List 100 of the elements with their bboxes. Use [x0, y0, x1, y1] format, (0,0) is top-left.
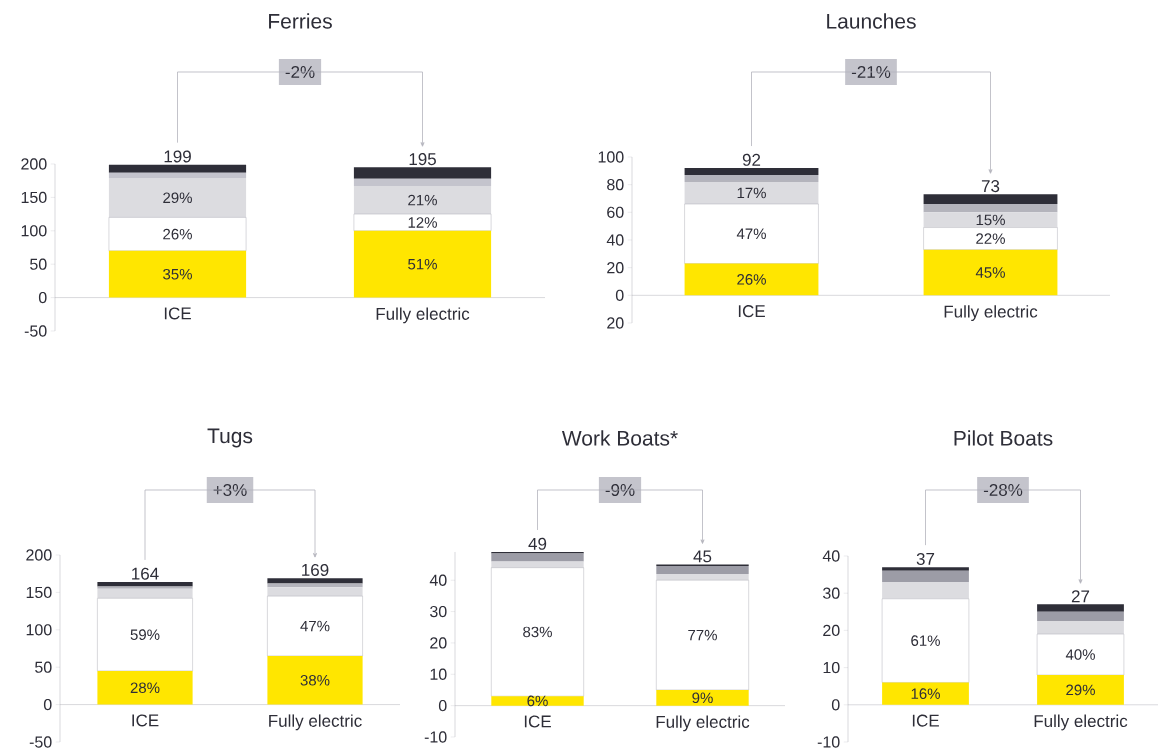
bar — [882, 582, 969, 599]
bar — [1037, 675, 1124, 705]
annotation: 26% — [737, 274, 766, 285]
y-tick-label: 30 — [430, 605, 447, 618]
bar — [97, 581, 193, 587]
y-tick-label: 150 — [26, 586, 52, 599]
annotation: 17% — [737, 187, 766, 199]
x-tick-label: Fully electric — [1034, 714, 1128, 731]
text: -28% — [983, 483, 1023, 497]
y-tick-label: 30 — [823, 587, 840, 599]
y-tick-label: 0 — [38, 291, 47, 304]
total-label: 73 — [981, 180, 1000, 193]
bar — [108, 172, 247, 179]
y-tick-label: 0 — [438, 699, 447, 712]
y-tick-label: 10 — [430, 668, 447, 680]
y-tick-label: 0 — [831, 699, 840, 711]
bar — [267, 583, 363, 588]
bar — [108, 250, 247, 298]
x-tick-label: ICE — [738, 305, 765, 318]
bar — [923, 249, 1058, 296]
annotation: 59% — [130, 629, 160, 640]
bar — [491, 696, 584, 706]
x-tick-label: ICE — [164, 307, 191, 320]
y-tick-label: 100 — [598, 151, 624, 163]
bar — [97, 586, 193, 589]
chart-title: Ferries — [269, 13, 332, 29]
total-label: 169 — [302, 563, 329, 576]
y-tick-label: 20 — [607, 317, 624, 329]
y-tick-label: 0 — [43, 698, 52, 711]
y-tick-label: 80 — [607, 179, 624, 191]
annotation: 47% — [736, 228, 766, 240]
total-label: 37 — [916, 552, 935, 565]
y-tick-label: 50 — [35, 661, 52, 673]
bar — [923, 227, 1058, 250]
y-tick-label: 10 — [823, 661, 840, 674]
y-tick-label: -50 — [24, 325, 47, 337]
total-label: 199 — [164, 150, 191, 163]
y-tick-label: -50 — [29, 736, 52, 748]
bar — [881, 598, 970, 683]
x-tick-label: ICE — [524, 715, 551, 728]
bar — [108, 164, 247, 173]
x-tick-label: Fully electric — [376, 307, 470, 324]
total-label: 92 — [742, 153, 761, 166]
y-tick-label: 150 — [21, 191, 47, 204]
bar — [267, 655, 363, 705]
annotation: 83% — [523, 626, 552, 638]
chart-title: Launches — [827, 13, 916, 29]
y-tick-label: 50 — [30, 258, 47, 270]
y-tick-label: 200 — [21, 158, 47, 170]
annotation: 6% — [527, 695, 548, 707]
y-tick-label: -10 — [817, 736, 840, 748]
x-tick-label: Fully electric — [269, 714, 362, 731]
annotation: 29% — [1066, 684, 1095, 696]
bar — [108, 178, 247, 218]
x-tick-label: ICE — [132, 714, 159, 727]
bar — [656, 689, 749, 706]
bar — [923, 204, 1058, 213]
annotation: 77% — [688, 629, 717, 641]
annotation: 28% — [130, 682, 160, 694]
x-tick-label: Fully electric — [944, 305, 1038, 321]
bar — [1037, 621, 1124, 635]
y-tick-label: 40 — [606, 234, 624, 246]
bar — [108, 217, 247, 252]
bar — [353, 230, 492, 298]
y-tick-label: 20 — [430, 637, 447, 649]
bar — [491, 567, 584, 697]
bar — [684, 168, 819, 175]
y-tick-label: 40 — [429, 574, 447, 586]
annotation: 21% — [408, 194, 437, 206]
bar — [684, 181, 819, 205]
bar — [1037, 604, 1124, 612]
annotation: 22% — [976, 233, 1005, 244]
bar — [684, 263, 819, 296]
bar — [656, 573, 749, 581]
total-label: 195 — [409, 153, 436, 166]
text: -9% — [605, 483, 635, 497]
chart-title: Pilot Boats — [954, 430, 1053, 446]
bar — [97, 598, 193, 672]
bar — [353, 213, 492, 231]
y-tick-label: 40 — [822, 550, 840, 562]
annotation: 61% — [911, 635, 940, 646]
total-label: 27 — [1071, 590, 1090, 603]
text: +3% — [213, 483, 247, 497]
annotation: 45% — [975, 267, 1005, 278]
annotation: 29% — [163, 192, 192, 204]
chart-title: Work Boats* — [561, 430, 678, 446]
bar — [97, 670, 193, 705]
y-tick-label: -10 — [424, 731, 447, 743]
bar — [656, 566, 749, 574]
annotation: 9% — [692, 692, 713, 704]
y-tick-label: 20 — [823, 624, 840, 637]
total-label: 45 — [693, 550, 712, 563]
annotation: 15% — [976, 214, 1005, 226]
bar — [353, 178, 492, 187]
bar — [353, 186, 492, 215]
annotation: 26% — [163, 228, 192, 240]
bar — [267, 578, 363, 584]
bar — [491, 561, 584, 568]
bar — [97, 588, 193, 599]
bar — [684, 174, 819, 182]
